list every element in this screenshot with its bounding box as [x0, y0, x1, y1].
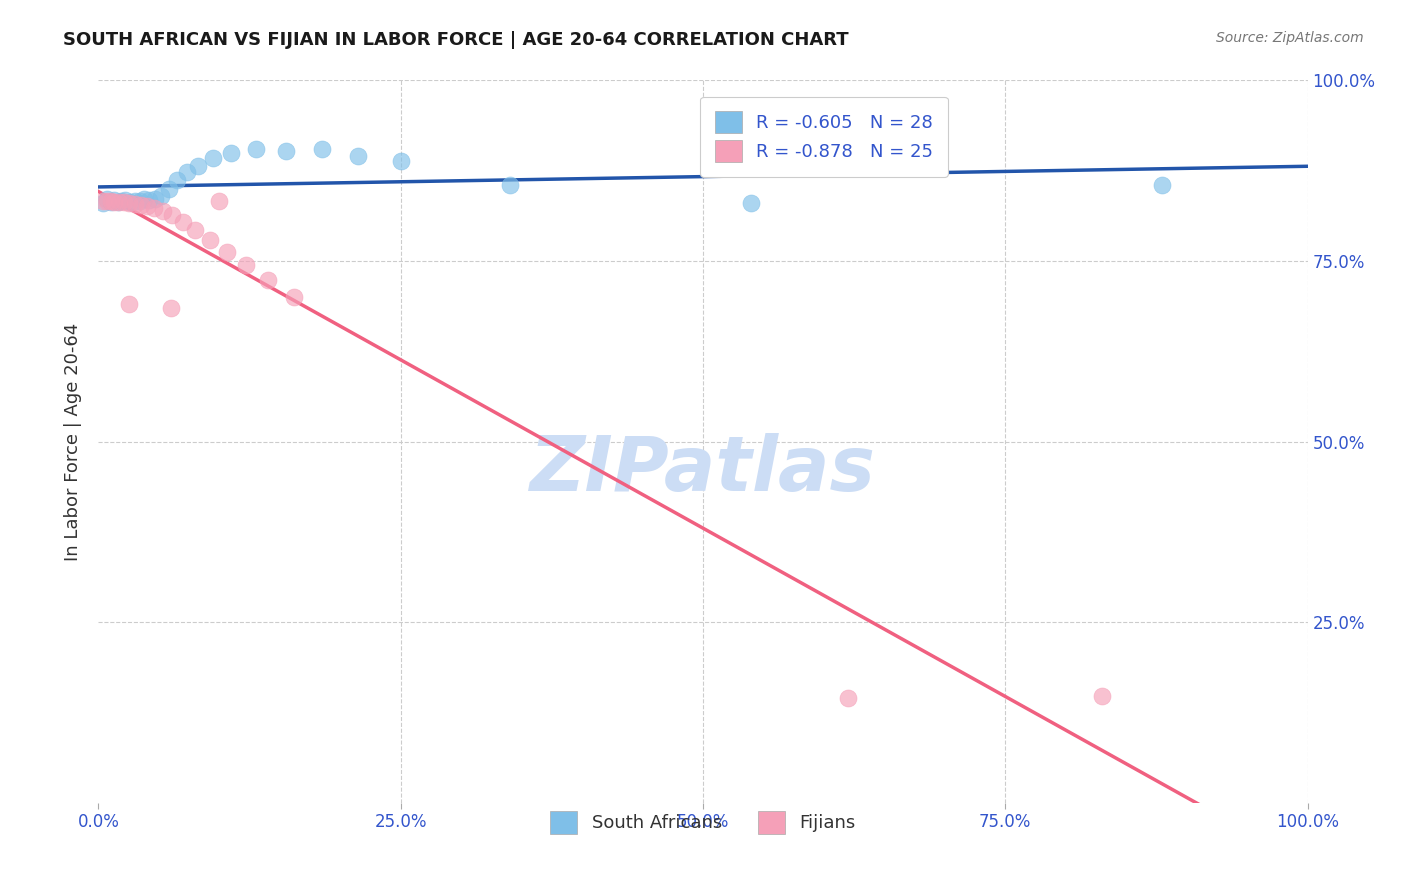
- Y-axis label: In Labor Force | Age 20-64: In Labor Force | Age 20-64: [65, 322, 83, 561]
- Point: [176, 165, 198, 179]
- Point: [221, 145, 243, 160]
- Point: [498, 178, 520, 192]
- Point: [160, 301, 183, 315]
- Point: [100, 194, 122, 209]
- Point: [135, 199, 157, 213]
- Point: [107, 194, 129, 209]
- Legend: South Africans, Fijians: South Africans, Fijians: [543, 805, 863, 841]
- Text: ZIPatlas: ZIPatlas: [530, 434, 876, 508]
- Point: [100, 194, 122, 208]
- Point: [143, 192, 166, 206]
- Point: [160, 208, 183, 222]
- Point: [91, 196, 114, 211]
- Point: [172, 215, 194, 229]
- Point: [184, 223, 207, 237]
- Text: SOUTH AFRICAN VS FIJIAN IN LABOR FORCE | AGE 20-64 CORRELATION CHART: SOUTH AFRICAN VS FIJIAN IN LABOR FORCE |…: [63, 31, 849, 49]
- Point: [740, 196, 762, 211]
- Point: [114, 193, 136, 207]
- Point: [389, 154, 412, 169]
- Text: Source: ZipAtlas.com: Source: ZipAtlas.com: [1216, 31, 1364, 45]
- Point: [152, 204, 174, 219]
- Point: [129, 197, 152, 211]
- Point: [124, 194, 146, 208]
- Point: [311, 142, 333, 156]
- Point: [208, 194, 231, 208]
- Point: [235, 258, 257, 272]
- Point: [157, 182, 180, 196]
- Point: [215, 244, 238, 259]
- Point: [143, 201, 166, 215]
- Point: [134, 193, 156, 207]
- Point: [96, 193, 118, 207]
- Point: [118, 194, 141, 209]
- Point: [187, 159, 209, 173]
- Point: [124, 197, 146, 211]
- Point: [112, 195, 135, 210]
- Point: [347, 149, 370, 163]
- Point: [202, 151, 225, 165]
- Point: [96, 194, 118, 208]
- Point: [837, 691, 859, 706]
- Point: [274, 144, 297, 158]
- Point: [110, 194, 132, 208]
- Point: [1091, 689, 1114, 703]
- Point: [1152, 178, 1174, 192]
- Point: [138, 193, 160, 207]
- Point: [108, 194, 131, 209]
- Point: [91, 194, 114, 208]
- Point: [166, 173, 188, 187]
- Point: [150, 189, 173, 203]
- Point: [128, 194, 150, 208]
- Point: [103, 193, 125, 207]
- Point: [245, 142, 267, 156]
- Point: [283, 290, 305, 304]
- Point: [256, 273, 278, 287]
- Point: [118, 196, 141, 211]
- Point: [198, 233, 221, 247]
- Point: [103, 194, 125, 209]
- Point: [118, 297, 141, 311]
